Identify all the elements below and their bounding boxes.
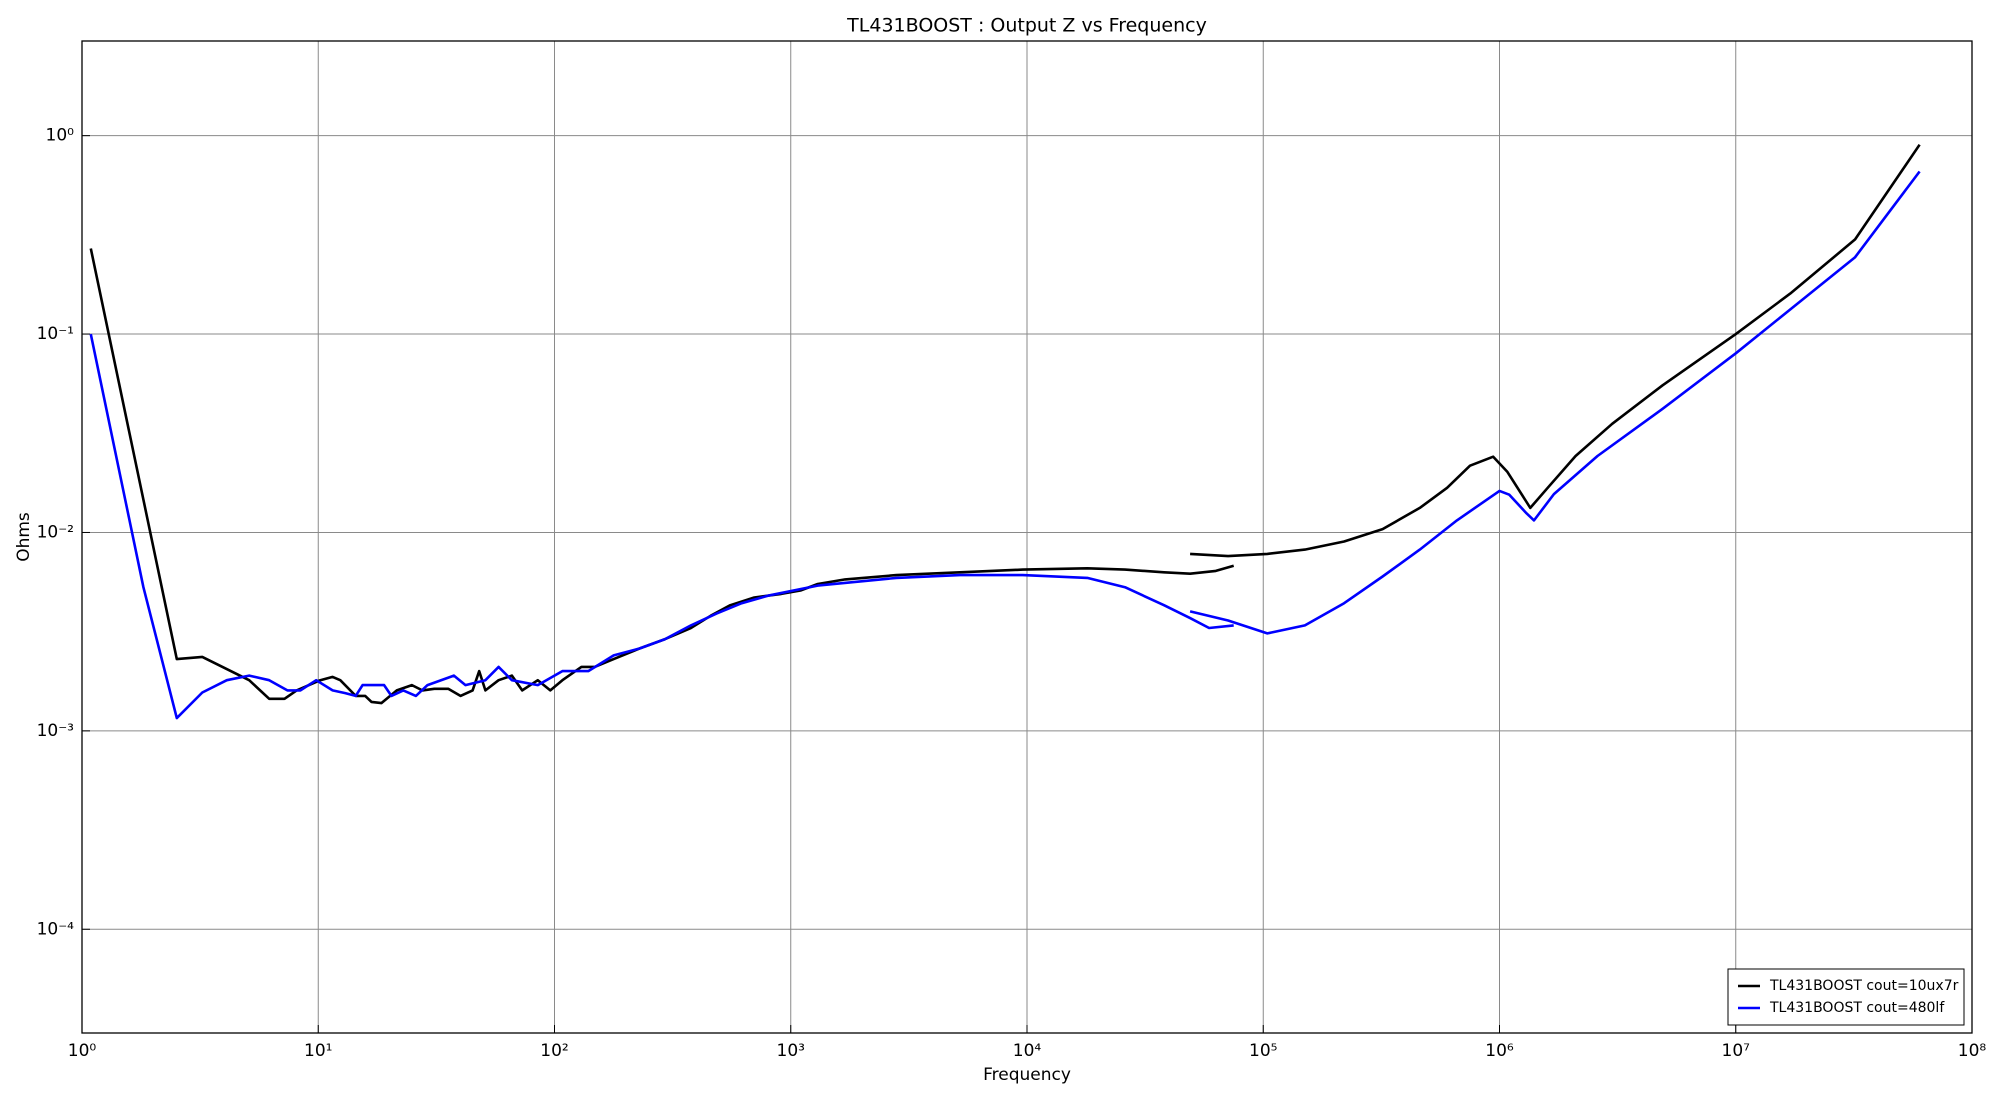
x-tick-label: 10¹ xyxy=(304,1041,332,1061)
x-tick-label: 10⁷ xyxy=(1722,1041,1751,1061)
x-tick-label: 10² xyxy=(540,1041,568,1061)
chart-title: TL431BOOST : Output Z vs Frequency xyxy=(846,15,1207,37)
legend-box xyxy=(1727,968,1965,1026)
series-line xyxy=(89,143,1921,705)
y-tick-label: 10⁻³ xyxy=(37,721,74,741)
y-tick-label: 10⁻⁴ xyxy=(37,919,75,939)
x-tick-label: 10³ xyxy=(777,1041,805,1061)
x-tick-label: 10⁵ xyxy=(1249,1041,1277,1061)
plot-frame xyxy=(81,40,1973,1034)
legend: TL431BOOST cout=10ux7r TL431BOOST cout=48… xyxy=(1727,968,1965,1026)
y-tick-label: 10⁻² xyxy=(37,522,74,542)
x-tick-label: 10⁰ xyxy=(68,1041,97,1061)
plot-lines xyxy=(89,143,1921,720)
legend-label: TL431BOOST cout=480lf xyxy=(1769,1000,1945,1016)
x-tick-label: 10⁸ xyxy=(1958,1041,1987,1061)
y-tick-label: 10⁰ xyxy=(46,126,75,146)
series-line xyxy=(89,170,1921,720)
y-axis-label: Ohms xyxy=(14,512,34,562)
x-tick-label: 10⁶ xyxy=(1485,1041,1514,1061)
y-tick-label: 10⁻¹ xyxy=(37,324,74,344)
legend-label: TL431BOOST cout=10ux7r xyxy=(1769,978,1959,994)
x-tick-label: 10⁴ xyxy=(1013,1041,1042,1061)
x-axis-label: Frequency xyxy=(983,1065,1071,1085)
